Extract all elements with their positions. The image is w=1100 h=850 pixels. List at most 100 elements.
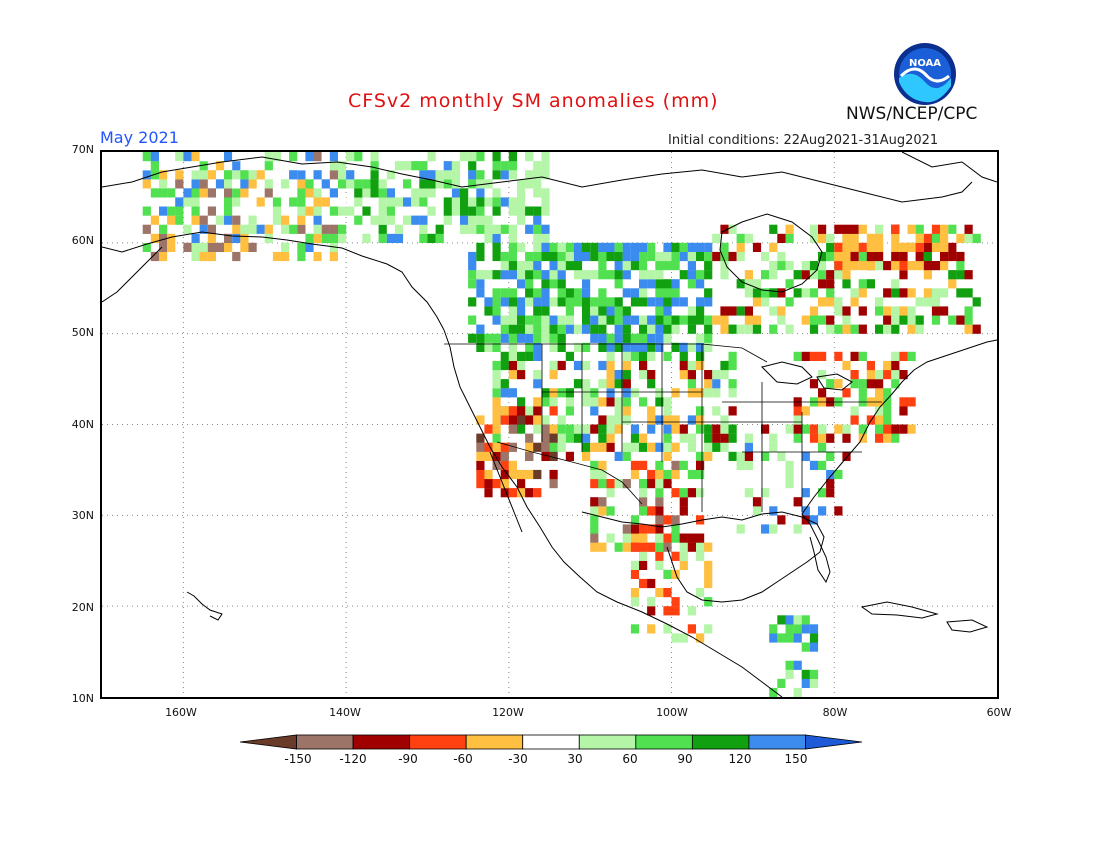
anomaly-cell (899, 351, 908, 361)
anomaly-cell (736, 279, 745, 289)
anomaly-cell (557, 442, 566, 452)
anomaly-cell (899, 315, 908, 325)
anomaly-cell (142, 224, 151, 234)
anomaly-cell (573, 379, 583, 389)
anomaly-cell (891, 379, 900, 389)
anomaly-cell (663, 433, 672, 443)
anomaly-cell (850, 297, 859, 307)
anomaly-cell (647, 469, 656, 480)
anomaly-cell (525, 297, 534, 307)
anomaly-cell (793, 406, 802, 416)
anomaly-cell (606, 433, 615, 443)
anomaly-cell (565, 406, 574, 416)
anomaly-cell (842, 324, 851, 334)
anomaly-cell (826, 288, 835, 298)
anomaly-cell (769, 306, 778, 316)
anomaly-cell (403, 179, 412, 189)
noaa-logo: NOAA (894, 43, 956, 105)
anomaly-cell (435, 224, 444, 234)
anomaly-cell (752, 324, 762, 334)
map-title: CFSv2 monthly SM anomalies (mm) (348, 90, 719, 112)
anomaly-cell (679, 360, 688, 371)
anomaly-cell (508, 297, 517, 307)
anomaly-cell (639, 242, 648, 252)
anomaly-cell (598, 542, 607, 552)
anomaly-cell (785, 224, 794, 234)
anomaly-cell (517, 215, 526, 225)
anomaly-cell (671, 569, 680, 579)
anomaly-cell (508, 424, 517, 434)
anomaly-cell (647, 270, 656, 280)
anomaly-cell (451, 179, 461, 189)
anomaly-cell (622, 333, 631, 343)
anomaly-cell (842, 279, 851, 289)
anomaly-cell (492, 397, 501, 407)
anomaly-cell (207, 233, 216, 243)
anomaly-cell (899, 370, 908, 380)
anomaly-cell (875, 242, 884, 252)
anomaly-cell (704, 297, 713, 307)
anomaly-cell (557, 433, 566, 443)
anomaly-cell (264, 251, 273, 262)
anomaly-cell (793, 497, 802, 507)
anomaly-cell (582, 270, 591, 280)
anomaly-cell (517, 261, 526, 271)
anomaly-cell (508, 406, 517, 416)
anomaly-cell (508, 152, 517, 162)
anomaly-cell (508, 460, 517, 470)
anomaly-cell (264, 188, 273, 198)
anomaly-cell (704, 451, 713, 461)
anomaly-cell (931, 224, 941, 234)
anomaly-cell (850, 233, 859, 243)
anomaly-cell (183, 242, 192, 252)
anomaly-cell (297, 206, 306, 216)
legend-tick-label: 60 (622, 752, 638, 766)
anomaly-cell (647, 506, 656, 516)
anomaly-cell (533, 261, 542, 271)
anomaly-cell (712, 233, 721, 243)
anomaly-cell (598, 242, 607, 252)
anomaly-cell (622, 351, 631, 361)
anomaly-cell (744, 442, 753, 452)
anomaly-cell (468, 215, 477, 225)
anomaly-cell (704, 370, 713, 380)
anomaly-cell (590, 442, 599, 452)
anomaly-cell (891, 324, 900, 334)
anomaly-cell (704, 315, 713, 325)
anomaly-cell (500, 288, 509, 298)
anomaly-cell (769, 270, 778, 280)
anomaly-cell (533, 288, 542, 298)
anomaly-cell (736, 233, 745, 243)
anomaly-cell (931, 261, 941, 271)
anomaly-cell (281, 179, 290, 189)
anomaly-cell (712, 251, 721, 262)
anomaly-cell (451, 188, 461, 198)
anomaly-cell (671, 551, 680, 561)
anomaly-cell (606, 506, 615, 516)
anomaly-cell (614, 306, 623, 316)
anomaly-cell (598, 497, 607, 507)
anomaly-cell (687, 279, 696, 289)
anomaly-cell (899, 270, 908, 280)
anomaly-cell (671, 242, 680, 252)
anomaly-cell (866, 360, 875, 371)
anomaly-cell (321, 224, 330, 234)
anomaly-cell (549, 270, 558, 280)
anomaly-cell (492, 370, 501, 380)
anomaly-cell (484, 215, 493, 225)
anomaly-cell (850, 406, 859, 416)
anomaly-cell (834, 297, 843, 307)
anomaly-cell (875, 370, 884, 380)
anomaly-cell (671, 488, 680, 498)
anomaly-cell (858, 242, 867, 252)
anomaly-cell (704, 270, 713, 280)
anomaly-cell (891, 251, 900, 262)
anomaly-cell (630, 388, 640, 398)
anomaly-cell (614, 315, 623, 325)
anomaly-cell (378, 206, 387, 216)
anomaly-cell (199, 215, 208, 225)
anomaly-cell (915, 315, 924, 325)
anomaly-cell (500, 379, 509, 389)
anomaly-cell (565, 351, 574, 361)
anomaly-cell (663, 406, 672, 416)
